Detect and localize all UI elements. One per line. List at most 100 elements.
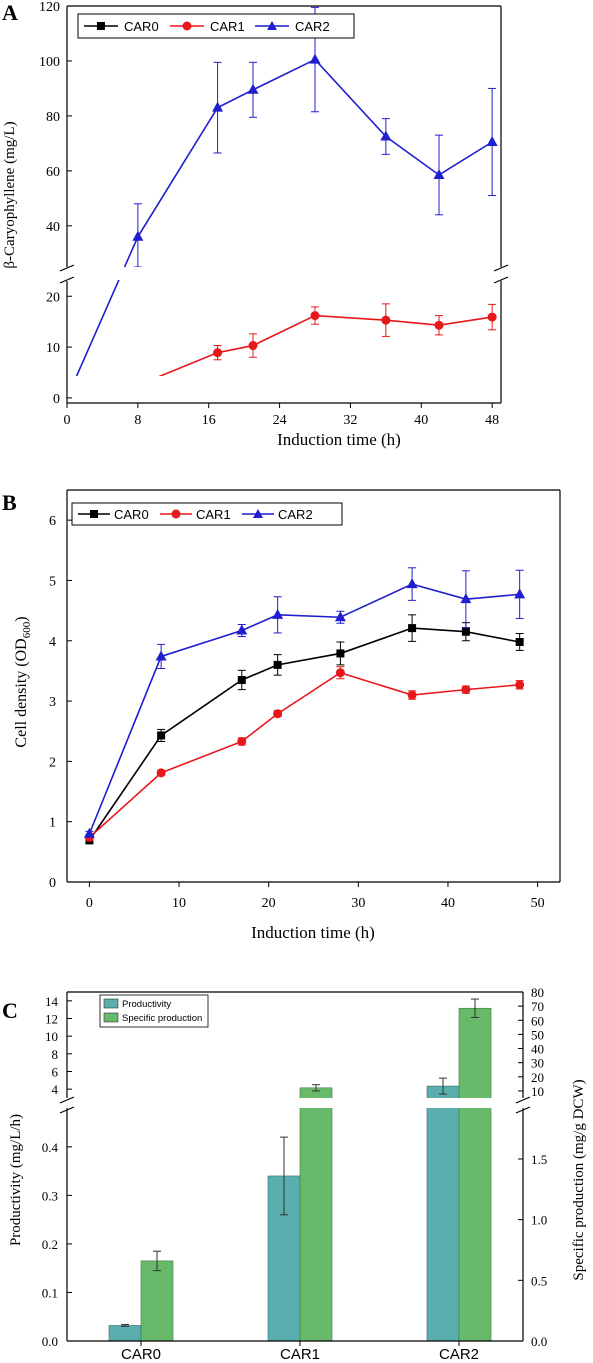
- panel-b-point-CAR1-2: [237, 736, 247, 746]
- panel-a-point-CAR0-7: [488, 392, 496, 400]
- panel-a-ytick-label-upper-2: 80: [46, 110, 60, 125]
- panel-c-errorbar-productivity-CAR1: [280, 1136, 288, 1216]
- panel-c-right-tick-label-lower-2: 1.0: [531, 1213, 547, 1228]
- panel-a-point-CAR2-1: [132, 230, 144, 241]
- panel-b-point-CAR0-7: [515, 637, 524, 646]
- panel-b-point-CAR2-1: [155, 650, 167, 661]
- panel-a-legend: CAR0 CAR1 CAR2: [77, 13, 355, 39]
- panel-a-point-CAR1-1: [133, 381, 142, 390]
- panel-c-category-label-1: CAR1: [280, 1346, 320, 1363]
- panel-a-xtick-label-3: 24: [273, 413, 287, 428]
- panel-c-left-tick-label-upper-2: 8: [52, 1047, 59, 1062]
- panel-b-point-CAR2-5: [406, 578, 418, 589]
- panel-c-legend: Productivity Specific production: [99, 994, 209, 1028]
- panel-b-xtick-label-3: 30: [351, 896, 365, 911]
- panel-a-point-CAR1-4: [310, 311, 320, 321]
- panel-c-category-label-2: CAR2: [439, 1346, 479, 1363]
- panel-a-ytick-label-upper-1: 60: [46, 165, 60, 180]
- panel-b-ytick-label-0: 0: [49, 876, 56, 891]
- panel-a-point-CAR0-4: [311, 389, 319, 397]
- panel-a-errorbar-CAR0-3: [249, 394, 257, 397]
- panel-a-point-CAR2-2: [212, 101, 224, 112]
- panel-b-legend: CAR0 CAR1 CAR2: [71, 502, 343, 526]
- panel-b-ytick-label-2: 2: [49, 755, 56, 770]
- panel-a-xtick-label-0: 0: [64, 413, 71, 428]
- panel-c-bar-productivity-CAR0: [108, 1325, 142, 1342]
- panel-a-point-CAR0-1: [134, 392, 142, 400]
- panel-a-point-CAR0-2: [214, 392, 222, 400]
- panel-c-bar-productivity-CAR2: [426, 1085, 460, 1342]
- panel-a-errorbar-CAR0-6: [435, 395, 443, 397]
- legend-a-car2: CAR2: [295, 19, 330, 34]
- panel-b-line-CAR1: [88, 671, 520, 838]
- panel-c-right-tick-label-lower-0: 0.0: [531, 1334, 547, 1349]
- panel-a-xtick-label-6: 48: [485, 413, 499, 428]
- panel-c: C Productivity (mg/L/h) Specific product…: [2, 985, 587, 1363]
- panel-c-left-tick-label-upper-5: 14: [45, 994, 59, 1009]
- panel-a-point-CAR0-6: [435, 392, 443, 400]
- panel-b-ytick-label-3: 3: [49, 695, 56, 710]
- panel-b-point-CAR2-7: [514, 588, 526, 599]
- panel-a-point-CAR2-4: [309, 53, 321, 64]
- panel-c-right-tick-label-upper-3: 40: [531, 1042, 544, 1057]
- panel-c-right-tick-label-upper-2: 30: [531, 1056, 544, 1071]
- panel-c-bar-specific-CAR0: [140, 1260, 174, 1342]
- panel-a-point-CAR2-5: [380, 130, 392, 141]
- panel-c-left-tick-label-upper-3: 10: [45, 1029, 58, 1044]
- panel-b-point-CAR0-1: [157, 731, 166, 740]
- panel-b-point-CAR1-1: [156, 768, 166, 778]
- panel-c-right-tick-label-lower-3: 1.5: [531, 1152, 547, 1167]
- panel-a-line-CAR0-upper: [67, 393, 492, 398]
- panel-c-left-tick-label-lower-3: 0.3: [42, 1188, 58, 1203]
- panel-a-line-CAR2-upper: [123, 58, 493, 267]
- panel-b-line-CAR2: [88, 583, 520, 835]
- panel-c-errorbar-productivity-CAR0: [121, 1323, 129, 1327]
- panel-b-ytick-label-5: 5: [49, 574, 56, 589]
- panel-c-right-tick-label-upper-0: 10: [531, 1084, 544, 1099]
- panel-c-right-tick-label-upper-7: 80: [531, 985, 544, 1000]
- panel-a-axis-break: [59, 264, 509, 284]
- panel-b-point-CAR0-5: [408, 624, 417, 633]
- panel-c-right-tick-label-upper-4: 50: [531, 1027, 544, 1042]
- panel-c-right-tick-label-lower-1: 0.5: [531, 1273, 547, 1288]
- panel-a-point-CAR1-6: [434, 320, 444, 330]
- panel-a-x-axis-title: Induction time (h): [277, 430, 401, 449]
- panel-b-point-CAR1-6: [461, 685, 471, 695]
- panel-b-xtick-label-2: 20: [262, 896, 276, 911]
- panel-b-y-title-main: Cell density (OD: [13, 638, 30, 747]
- panel-c-bar-specific-CAR1: [299, 1087, 333, 1342]
- panel-c-break-gap: [68, 1098, 522, 1108]
- panel-b-xtick-label-0: 0: [86, 896, 93, 911]
- panel-a-point-CAR1-7: [487, 312, 497, 322]
- panel-c-left-tick-label-upper-4: 12: [45, 1012, 58, 1027]
- panel-a-errorbar-CAR0-5: [382, 393, 390, 396]
- legend-b-car0: CAR0: [114, 507, 149, 522]
- panel-c-errorbar-specific-CAR0: [153, 1250, 161, 1272]
- legend-b-car2: CAR2: [278, 507, 313, 522]
- panel-b-point-CAR2-4: [334, 611, 346, 622]
- panel-c-left-tick-label-lower-0: 0.0: [42, 1334, 58, 1349]
- panel-a-point-CAR2-6: [433, 168, 445, 179]
- panel-a-line-CAR2-lower: [75, 280, 120, 376]
- panel-a-point-CAR1-3: [248, 341, 258, 351]
- panel-a-ytick-label-upper-0: 40: [46, 220, 60, 235]
- panel-c-right-axis-title: Specific production (mg/g DCW): [571, 1079, 587, 1280]
- panel-a-ytick-label-lower-2: 20: [46, 290, 60, 305]
- panel-b-point-CAR2-6: [460, 593, 472, 604]
- panel-c-category-label-0: CAR0: [121, 1346, 161, 1363]
- panel-c-right-tick-label-upper-1: 20: [531, 1070, 544, 1085]
- panel-b-point-CAR2-3: [272, 608, 284, 619]
- panel-a-point-CAR0-3: [249, 391, 257, 399]
- panel-a-xtick-label-5: 40: [414, 413, 428, 428]
- panel-b-xtick-label-4: 40: [441, 896, 455, 911]
- panel-c-left-tick-label-lower-2: 0.2: [42, 1237, 58, 1252]
- panel-a-y-axis-title: β-Caryophyllene (mg/L): [2, 121, 18, 268]
- panel-b-point-CAR0-4: [336, 649, 345, 658]
- panel-a-xtick-label-2: 16: [202, 413, 216, 428]
- panel-b-label: B: [2, 490, 17, 515]
- panel-c-left-tick-label-lower-1: 0.1: [42, 1285, 58, 1300]
- panel-c-label: C: [2, 998, 18, 1023]
- panel-c-right-tick-label-upper-6: 70: [531, 999, 544, 1014]
- panel-b-ytick-label-4: 4: [49, 635, 56, 650]
